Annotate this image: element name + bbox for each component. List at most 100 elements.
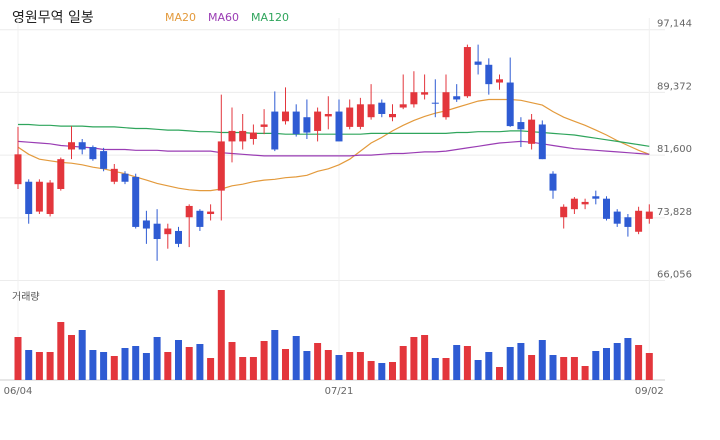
x-tick-label: 06/04: [4, 386, 33, 397]
candle-body: [132, 176, 140, 227]
volume-bar: [196, 344, 204, 380]
volume-bar: [613, 343, 621, 380]
candle-body: [324, 113, 332, 117]
volume-bar: [324, 350, 332, 380]
volume-bar: [635, 345, 643, 380]
volume-bar: [453, 345, 461, 380]
candle-body: [303, 117, 311, 133]
grid: [0, 18, 665, 380]
volume-bar: [346, 352, 354, 380]
volume-bar: [517, 343, 525, 380]
volume-bar: [239, 357, 247, 380]
volume-bar: [217, 290, 225, 380]
volume-bar: [645, 353, 653, 380]
candle-body: [442, 92, 450, 118]
candle-body: [78, 142, 86, 150]
candle-body: [399, 104, 407, 108]
legend-entry: MA60: [208, 11, 239, 24]
candle-body: [68, 142, 75, 150]
candle-body: [581, 201, 589, 205]
volume-bar: [378, 363, 386, 380]
volume-bar: [506, 347, 514, 380]
volume-bar: [335, 355, 343, 380]
volume-bar: [185, 347, 193, 380]
volume-bar: [89, 350, 97, 380]
candles: [14, 44, 653, 261]
volume-bar: [538, 340, 546, 380]
volume-bar: [356, 352, 364, 380]
volume-bar: [35, 352, 43, 380]
volume-bar: [314, 343, 322, 380]
candle-body: [549, 173, 557, 191]
volume-bar: [292, 336, 300, 380]
candle-body: [624, 217, 632, 227]
candle-body: [603, 198, 610, 219]
candle-body: [431, 102, 439, 104]
chart-title: 영원무역 일봉: [12, 10, 94, 26]
y-tick-label: 97,144: [657, 19, 692, 30]
volume-bar: [431, 358, 439, 380]
candle-body: [346, 107, 354, 127]
candle-body: [89, 147, 97, 160]
y-tick-label: 89,372: [657, 81, 692, 92]
volume-bar: [389, 362, 396, 380]
candle-body: [25, 181, 33, 215]
volume-bar: [271, 330, 279, 380]
ma-line: [17, 98, 650, 192]
y-tick-label: 81,600: [657, 144, 692, 155]
candle-body: [46, 182, 54, 215]
x-tick-label: 09/02: [635, 386, 664, 397]
candle-body: [100, 151, 108, 169]
volume-bar: [282, 349, 289, 380]
volume-bar: [560, 357, 568, 380]
volume-bar: [549, 355, 557, 380]
volume-bar: [570, 357, 578, 380]
candle-body: [228, 130, 236, 142]
candle-body: [164, 228, 172, 235]
candle-body: [185, 205, 193, 218]
volume-bar: [100, 352, 108, 380]
volume-bar: [25, 350, 33, 380]
candle-body: [35, 181, 43, 212]
volume-bar: [496, 367, 503, 380]
candle-body: [239, 130, 247, 142]
volume-bar: [14, 337, 22, 380]
volume-bar: [57, 322, 65, 380]
candle-body: [14, 154, 22, 185]
candle-body: [485, 64, 493, 85]
candle-body: [463, 47, 471, 97]
legend-entry: MA120: [251, 11, 289, 24]
volume-bar: [207, 358, 215, 380]
candle-body: [635, 210, 643, 232]
candle-body: [207, 211, 215, 215]
volume-bar: [399, 346, 407, 380]
candle-body: [570, 198, 578, 210]
candle-body: [121, 173, 129, 182]
volume-bar: [303, 351, 311, 380]
volume-bar: [485, 352, 493, 380]
candle-body: [378, 102, 386, 114]
candle-body: [282, 111, 289, 122]
volume-bar: [121, 348, 129, 380]
volume-bar: [249, 357, 257, 380]
candle-body: [217, 141, 225, 191]
y-tick-label: 73,828: [657, 207, 692, 218]
volume-bar: [175, 340, 182, 380]
candle-body: [153, 223, 161, 240]
volume-bar: [46, 352, 54, 380]
volume-bar: [78, 330, 86, 380]
volume-label: 거래량: [12, 291, 40, 303]
candle-body: [528, 119, 536, 144]
candle-body: [410, 92, 418, 105]
volume-bars: [14, 290, 653, 380]
volume-bar: [142, 353, 150, 380]
candle-body: [249, 132, 257, 139]
candle-body: [367, 104, 375, 118]
volume-bar: [421, 335, 429, 380]
volume-bar: [410, 337, 418, 380]
candle-body: [613, 211, 621, 224]
legend-entry: MA20: [165, 11, 196, 24]
volume-bar: [68, 335, 75, 380]
volume-bar: [132, 346, 140, 380]
